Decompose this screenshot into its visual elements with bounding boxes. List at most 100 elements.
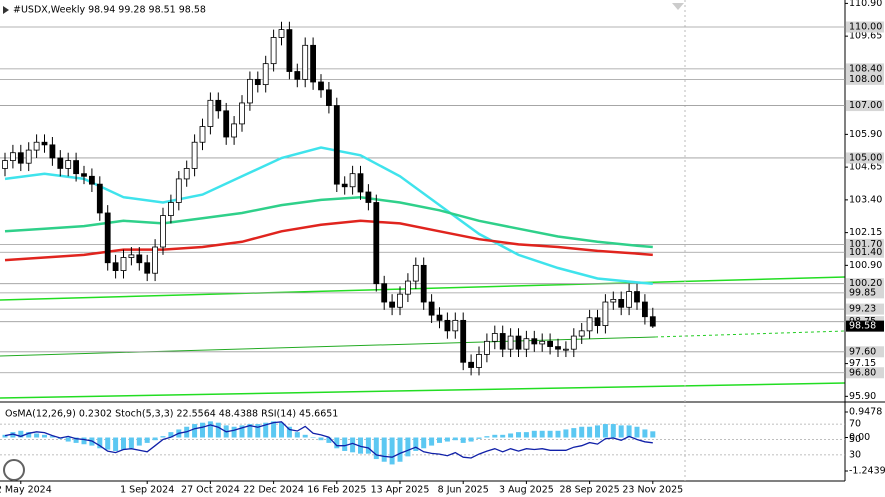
candle-body (404, 280, 411, 295)
osma-bar (626, 425, 632, 438)
osma-bar (160, 436, 166, 438)
candle-body (547, 340, 553, 347)
candle-body (618, 299, 625, 308)
level-label-box (846, 238, 884, 250)
osma-bar (587, 426, 593, 438)
candle-body (381, 283, 388, 303)
osma-bar (508, 433, 514, 438)
osma-bar (579, 426, 585, 438)
level-label: 105.00 (849, 152, 882, 163)
candle-body (223, 110, 230, 138)
x-tick-label: 28 Sep 2025 (559, 485, 619, 496)
candle-body (468, 361, 475, 368)
candle-body (294, 71, 301, 80)
candle-body (357, 173, 364, 193)
osma-bar (365, 437, 371, 454)
moving-average (4, 195, 653, 249)
candle-body (555, 346, 561, 350)
x-tick-label: 23 Nov 2025 (622, 485, 683, 496)
candle-body (626, 291, 632, 308)
candle-body (17, 152, 24, 164)
candle-body (136, 254, 143, 264)
logo-mark (3, 459, 25, 481)
candle-body (191, 141, 198, 169)
osma-bar (555, 430, 561, 438)
candle-body (254, 78, 261, 86)
candle-body (278, 29, 285, 38)
osma-bar (634, 426, 640, 438)
trendlines (0, 276, 846, 399)
trendline (0, 382, 846, 399)
title-icon (3, 6, 9, 14)
osma-bar (279, 422, 284, 438)
level-label-box (846, 278, 884, 290)
osma-bar (468, 437, 474, 442)
watermark (3, 459, 25, 481)
x-tick-label: 3 Aug 2025 (499, 485, 554, 496)
osma-bar (523, 432, 529, 438)
candle-body (215, 99, 222, 112)
candle-body (302, 44, 309, 80)
candle-body (460, 319, 467, 363)
level-label: 101.40 (849, 247, 882, 258)
candle-body (207, 99, 214, 127)
level-label-box (846, 246, 884, 258)
candle-body (96, 183, 103, 214)
candle-body (325, 89, 332, 106)
candle-body (539, 340, 546, 345)
candle-body (333, 105, 340, 185)
osma-bar (192, 424, 198, 438)
candle-body (444, 319, 451, 332)
osma-bar (2, 434, 8, 438)
osma-bar (247, 424, 253, 438)
osma-bar (113, 437, 119, 451)
osma-bar (65, 437, 71, 442)
osma-bar (476, 437, 482, 439)
y-tick-label: 103.40 (849, 194, 882, 205)
osma-bar (310, 437, 316, 439)
chart-title: #USDX,Weekly 98.94 99.28 98.51 98.58 (13, 5, 206, 16)
level-label-box (846, 21, 884, 33)
osma-bar (239, 425, 245, 438)
x-tick-label: 22 Dec 2024 (243, 485, 304, 496)
candle-body (594, 317, 601, 327)
level-label-box (846, 100, 884, 112)
level-label: 101.70 (849, 239, 882, 250)
candle-body (144, 262, 151, 274)
osma-bar (484, 436, 490, 438)
last-price-label: 98.58 (849, 321, 876, 332)
candle-body (104, 212, 111, 264)
candle-body (120, 257, 127, 271)
osma-bar (539, 430, 545, 438)
osma-bar (207, 421, 213, 438)
candle-body (112, 262, 119, 271)
osma-bar (444, 437, 450, 442)
osma-bar (97, 437, 103, 449)
osma-bar (618, 425, 624, 438)
moving-average (4, 219, 653, 262)
level-label: 108.00 (849, 74, 882, 85)
candle-body (57, 157, 64, 169)
osma-bar (121, 437, 126, 450)
candle-body (389, 301, 396, 308)
y-tick-label: 100.90 (849, 260, 882, 271)
osma-bar (215, 422, 221, 438)
osma-bar (571, 428, 577, 438)
level-label: 96.80 (849, 367, 876, 378)
level-label-box (846, 367, 884, 379)
candle-body (634, 291, 640, 303)
level-label: 110.00 (849, 21, 882, 32)
level-label: 97.60 (849, 346, 876, 357)
level-label: 107.00 (849, 100, 882, 111)
candle-body (9, 152, 16, 161)
osma-bar (128, 437, 134, 449)
candle-body (523, 338, 530, 350)
x-tick-label: 16 Feb 2025 (307, 485, 366, 496)
x-tick-label: 27 Oct 2024 (181, 485, 240, 496)
osma-bar (389, 437, 395, 465)
y-tick-label: 105.90 (849, 129, 882, 140)
osma-bar (429, 437, 435, 446)
osma-bar (437, 437, 442, 443)
candle-body (507, 335, 514, 350)
